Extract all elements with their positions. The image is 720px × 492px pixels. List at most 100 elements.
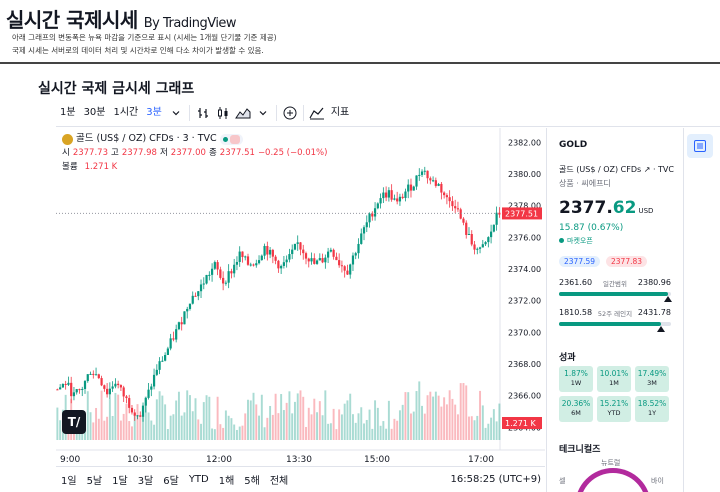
day-high: 2380.96 <box>637 278 671 287</box>
perf-cell-ytd[interactable]: 15.21% YTD <box>597 396 631 422</box>
page-header: 실시간 국제시세 By TradingView 아래 그래프의 변동폭은 뉴욕 마… <box>0 0 720 64</box>
candle-body <box>451 201 454 207</box>
volume-bar <box>241 425 244 440</box>
interval-30m[interactable]: 30분 <box>83 107 106 118</box>
bar-style-icon[interactable] <box>193 102 213 124</box>
candle-body <box>362 227 366 234</box>
chevron-down-icon[interactable] <box>253 102 273 124</box>
candle-body <box>191 295 194 304</box>
technicals-buy: 바이 <box>651 477 664 485</box>
volume-bar <box>86 391 89 440</box>
details-price: 2377.62 USD <box>559 198 654 218</box>
candlestick-chart[interactable]: 2364.002366.002368.002370.002372.002374.… <box>56 128 545 466</box>
range-ytd[interactable]: YTD <box>188 474 209 485</box>
details-panel-toggle[interactable] <box>687 134 713 158</box>
external-link-icon[interactable]: ↗ <box>643 165 651 174</box>
technicals-title: 테크니컬즈 <box>559 445 601 455</box>
candle-body <box>147 389 150 398</box>
volume-bar <box>153 424 156 440</box>
volume-bar <box>302 396 305 440</box>
perf-cell-3m[interactable]: 17.49% 3M <box>635 366 669 392</box>
volume-bar <box>255 404 258 440</box>
volume-bar <box>95 407 98 440</box>
candle-body <box>327 251 330 258</box>
volume-bar <box>219 424 222 440</box>
indicators-button[interactable]: 지표 <box>330 107 350 118</box>
details-symbol[interactable]: GOLD <box>559 140 588 150</box>
candle-body <box>473 244 476 250</box>
add-compare-icon[interactable] <box>280 102 300 124</box>
candle-style-icon[interactable] <box>213 102 233 124</box>
candle-body <box>382 192 385 199</box>
candle-body <box>332 249 335 257</box>
candle-body <box>357 243 360 254</box>
volume-bar <box>200 423 202 440</box>
candle-body <box>197 291 200 297</box>
range-1d[interactable]: 1일 <box>61 476 77 487</box>
candle-body <box>268 249 272 255</box>
candle-body <box>467 234 471 236</box>
indicators-icon[interactable] <box>307 102 327 124</box>
candle-body <box>349 264 352 275</box>
candle-body <box>219 269 222 278</box>
day-range-fill <box>559 292 668 296</box>
volume-bar <box>310 414 313 440</box>
interval-1h[interactable]: 1시간 <box>113 107 139 118</box>
volume-bar <box>316 412 319 440</box>
legend-symbol[interactable]: 골드 (US$ / OZ) CFDs · 3 · TVC <box>76 133 217 144</box>
candle-body <box>318 258 321 261</box>
candle-body <box>241 251 244 258</box>
candle-body <box>114 383 117 387</box>
candle-body <box>61 383 65 388</box>
candle-body <box>492 224 495 232</box>
candle-body <box>481 244 484 248</box>
interval-3m[interactable]: 3분 <box>146 107 162 118</box>
volume-bar <box>495 421 498 440</box>
area-style-icon[interactable] <box>233 102 253 124</box>
candle-body <box>280 265 283 269</box>
perf-cell-1w[interactable]: 1.87% 1W <box>559 366 593 392</box>
last-volume-badge <box>502 417 542 429</box>
volume-bar <box>258 415 261 440</box>
volume-bar <box>277 413 280 440</box>
volume-bar <box>166 429 169 440</box>
day-range-label: 일간범위 <box>603 280 627 288</box>
candle-body <box>398 196 402 202</box>
candle-body <box>423 170 426 172</box>
range-1m[interactable]: 1달 <box>112 476 128 487</box>
legend-low: 2377.00 <box>170 148 206 158</box>
volume-bar <box>139 417 142 440</box>
tradingview-logo-icon[interactable]: T/ <box>62 410 86 434</box>
candle-body <box>205 274 208 284</box>
volume-bar <box>180 415 183 440</box>
chevron-down-icon[interactable] <box>166 102 186 124</box>
range-1y[interactable]: 1해 <box>218 476 235 487</box>
volume-bar <box>368 409 371 440</box>
perf-cell-1m[interactable]: 10.01% 1M <box>597 366 631 392</box>
price-tick-label: 2378.00 <box>508 202 541 211</box>
candle-body <box>385 192 388 198</box>
technicals-neutral: 뉴트럴 <box>601 459 621 467</box>
candle-body <box>462 218 465 223</box>
candle-body <box>158 361 161 370</box>
volume-bar <box>305 426 307 440</box>
range-3m[interactable]: 3달 <box>137 476 154 487</box>
volume-bar <box>92 422 95 440</box>
volume-bar <box>307 407 310 440</box>
perf-cell-1y[interactable]: 18.52% 1Y <box>635 396 669 422</box>
candle-body <box>67 382 70 385</box>
current-time[interactable]: 16:58:25 (UTC+9) <box>450 474 541 485</box>
volume-bar <box>379 425 382 440</box>
range-all[interactable]: 전체 <box>269 476 289 487</box>
candle-body <box>180 322 183 325</box>
perf-cell-6m[interactable]: 20.36% 6M <box>559 396 593 422</box>
candle-body <box>103 385 106 389</box>
interval-1m[interactable]: 1분 <box>60 107 76 118</box>
range-5y[interactable]: 5해 <box>244 476 260 487</box>
market-status-icon[interactable] <box>219 133 243 145</box>
range-6m[interactable]: 6달 <box>163 476 179 487</box>
volume-bar <box>354 422 357 440</box>
range-5d[interactable]: 5날 <box>86 476 103 487</box>
volume-bar <box>125 403 128 440</box>
